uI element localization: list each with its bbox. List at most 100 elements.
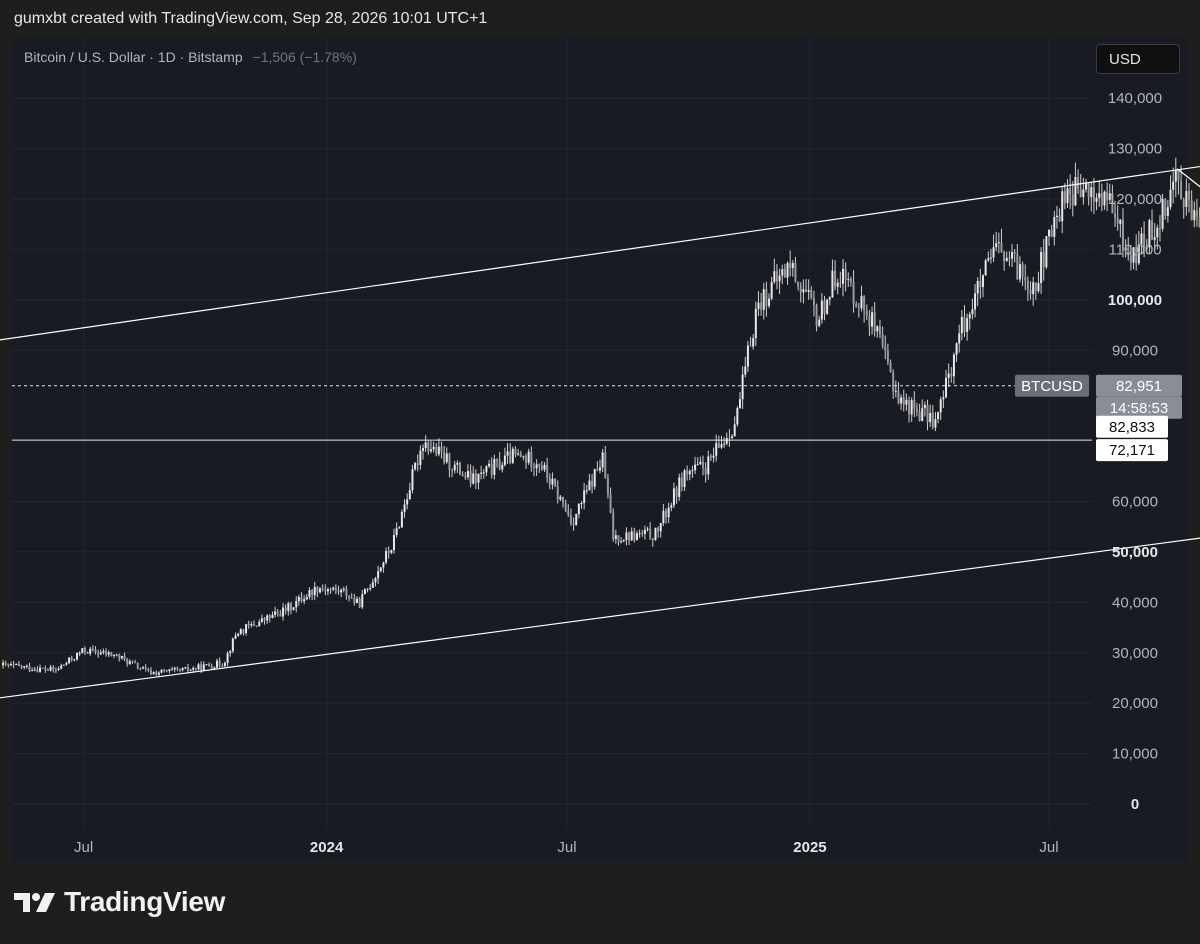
- candle-body: [820, 300, 823, 320]
- candle-body: [646, 528, 649, 530]
- x-tick-label: 2025: [793, 839, 826, 856]
- candle-body: [612, 512, 615, 539]
- candle-body: [39, 667, 42, 672]
- candle-body: [91, 648, 94, 650]
- candle-body: [1000, 242, 1003, 252]
- candle-body: [556, 486, 559, 500]
- candle-body: [33, 669, 36, 671]
- currency-button[interactable]: USD: [1096, 44, 1180, 74]
- candle-body: [659, 522, 662, 532]
- candle-body: [678, 477, 681, 497]
- candle-body: [686, 470, 689, 475]
- candle-body: [20, 665, 23, 668]
- candle-body: [324, 589, 327, 592]
- candle-body: [855, 303, 858, 308]
- candle-body: [448, 453, 451, 470]
- candle-body: [757, 302, 760, 309]
- tradingview-logo[interactable]: TradingView: [14, 886, 225, 918]
- candle-body: [205, 664, 208, 666]
- candle-body: [1090, 187, 1093, 198]
- candle-body: [974, 293, 977, 310]
- last-price-label: 82,951: [1116, 378, 1162, 395]
- candle-body: [860, 296, 863, 309]
- candle-body: [657, 527, 660, 532]
- candle-body: [245, 624, 248, 634]
- candle-body: [746, 345, 749, 367]
- candle-body: [905, 399, 908, 405]
- candle-body: [1180, 180, 1183, 200]
- candle-body: [794, 262, 797, 282]
- candle-body: [1024, 277, 1027, 281]
- candle-body: [1164, 199, 1167, 216]
- candle-body: [522, 456, 525, 458]
- candle-body: [128, 661, 131, 665]
- candle-body: [889, 362, 892, 373]
- candle-body: [535, 464, 538, 469]
- candle-body: [279, 613, 282, 617]
- candle-body: [596, 469, 599, 471]
- channel-lower: [0, 537, 1200, 699]
- candle-body: [461, 474, 464, 477]
- candle-body: [910, 400, 913, 415]
- candle-body: [773, 271, 776, 283]
- candle-body: [308, 590, 311, 598]
- candle-body: [873, 312, 876, 332]
- candle-body: [1011, 252, 1014, 259]
- candle-body: [1124, 247, 1127, 251]
- candle-body: [445, 453, 448, 463]
- candle-body: [282, 607, 285, 617]
- candle-body: [54, 669, 57, 671]
- candle-body: [992, 247, 995, 258]
- tradingview-wordmark: TradingView: [64, 886, 226, 917]
- candle-body: [868, 315, 871, 327]
- candle-body: [250, 624, 253, 626]
- y-tick-label: 30,000: [1112, 645, 1158, 662]
- candle-body: [1140, 233, 1143, 245]
- chart-panel[interactable]: [12, 37, 1188, 861]
- candle-body: [411, 469, 414, 490]
- candle-body: [97, 652, 100, 655]
- candle-body: [435, 446, 438, 455]
- countdown-label: 14:58:53: [1110, 400, 1168, 417]
- candle-body: [1053, 217, 1056, 237]
- candle-body: [696, 464, 699, 466]
- candle-body: [564, 502, 567, 511]
- candle-body: [355, 598, 358, 604]
- candle-body: [775, 271, 778, 282]
- candle-body: [979, 280, 982, 288]
- symbol-legend[interactable]: Bitcoin / U.S. Dollar · 1D · Bitstamp −1…: [24, 49, 357, 65]
- candle-body: [68, 657, 71, 663]
- candle-body: [474, 473, 477, 483]
- candle-body: [144, 667, 147, 669]
- candle-body: [984, 260, 987, 276]
- candle-body: [105, 651, 108, 655]
- candle-body: [142, 667, 145, 669]
- candle-body: [839, 282, 842, 284]
- candle-body: [665, 510, 668, 518]
- candle-body: [702, 461, 705, 468]
- candle-body: [575, 514, 578, 526]
- candle-body: [1172, 181, 1175, 190]
- candle-body: [1108, 193, 1111, 200]
- candle-body: [1055, 215, 1058, 218]
- candle-body: [799, 286, 802, 293]
- candle-body: [44, 668, 47, 670]
- candle-body: [350, 597, 353, 599]
- candle-body: [237, 633, 240, 636]
- candle-body: [229, 651, 232, 654]
- time-axis: Jul2024Jul2025Jul2026Jul2027Jul: [74, 839, 1059, 856]
- candle-body: [118, 654, 121, 659]
- candle-body: [1185, 191, 1188, 207]
- candle-body: [424, 442, 427, 449]
- candle-body: [60, 665, 63, 669]
- candle-body: [1079, 188, 1082, 198]
- candle-body: [89, 648, 92, 654]
- candle-body: [865, 310, 868, 316]
- candle-body: [691, 470, 694, 472]
- candle-body: [440, 446, 443, 452]
- candle-body: [752, 338, 755, 347]
- candle-body: [422, 448, 425, 451]
- y-tick-label: 120,000: [1108, 191, 1162, 208]
- candle-body: [348, 596, 351, 598]
